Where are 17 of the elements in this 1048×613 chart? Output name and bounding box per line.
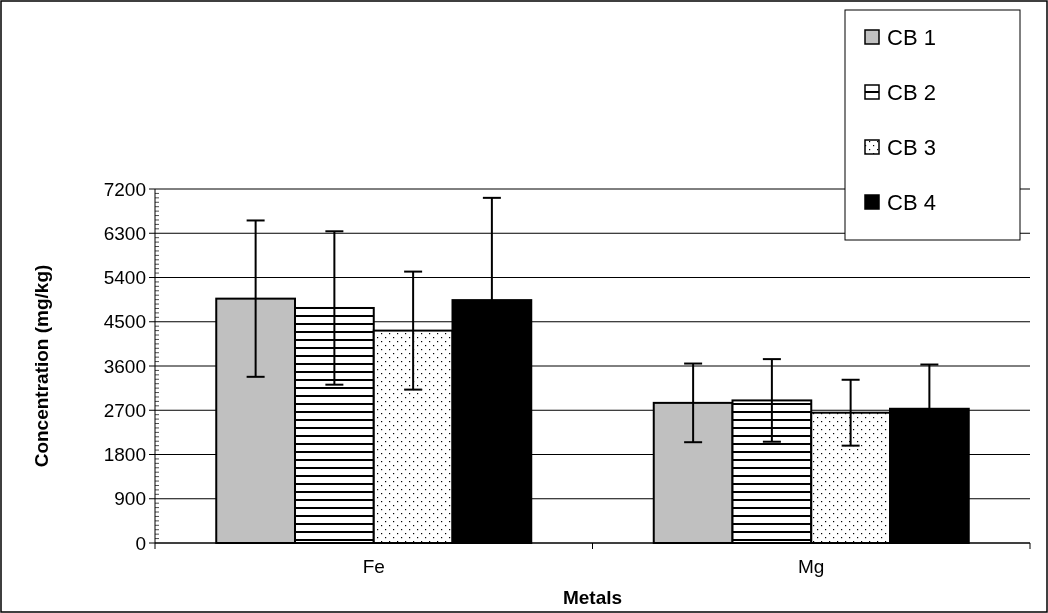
- legend-label: CB 1: [887, 24, 936, 50]
- y-tick-label: 2700: [103, 399, 146, 421]
- x-tick-label: Mg: [798, 556, 825, 577]
- x-tick-label: Fe: [362, 556, 385, 577]
- legend-label: CB 3: [887, 134, 936, 160]
- y-tick-label: 900: [114, 488, 146, 510]
- x-axis-title: Metals: [562, 587, 623, 608]
- y-tick-label: 3600: [103, 355, 146, 377]
- y-tick-label: 5400: [103, 267, 146, 289]
- legend-label: CB 4: [887, 189, 936, 215]
- y-axis-title: Concentration (mg/kg): [31, 264, 52, 468]
- y-tick-label: 1800: [103, 444, 146, 466]
- legend-label: CB 2: [887, 79, 936, 105]
- y-tick-label: 6300: [103, 222, 146, 244]
- y-tick-label: 7200: [103, 178, 146, 200]
- y-tick-label: 4500: [103, 311, 146, 333]
- y-tick-label: 0: [135, 532, 146, 554]
